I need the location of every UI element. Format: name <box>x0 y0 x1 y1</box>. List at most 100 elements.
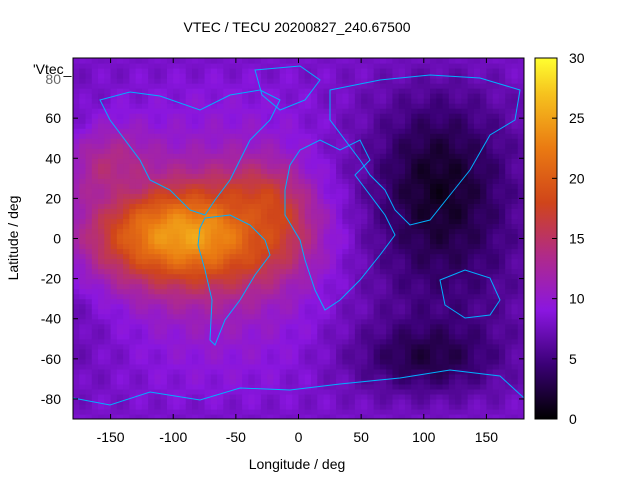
heatmap-cell <box>154 188 162 194</box>
heatmap-cell <box>436 373 444 380</box>
heatmap-cell <box>79 163 87 169</box>
heatmap-cell <box>248 213 256 220</box>
heatmap-cell <box>91 233 99 240</box>
heatmap-cell <box>367 103 375 109</box>
heatmap-cell <box>398 128 406 134</box>
heatmap-cell <box>229 88 237 94</box>
heatmap-cell <box>448 263 456 270</box>
heatmap-cell <box>173 313 181 320</box>
heatmap-cell <box>367 303 375 310</box>
heatmap-cell <box>473 398 481 405</box>
heatmap-cell <box>480 413 488 419</box>
heatmap-cell <box>467 308 475 315</box>
heatmap-cell <box>373 133 381 139</box>
heatmap-cell <box>254 413 262 419</box>
heatmap-cell <box>473 308 481 315</box>
heatmap-cell <box>348 243 356 250</box>
heatmap-cell <box>166 403 174 410</box>
heatmap-cell <box>217 303 224 310</box>
heatmap-cell <box>166 253 174 260</box>
heatmap-cell <box>486 243 494 250</box>
heatmap-cell <box>292 173 300 179</box>
heatmap-cell <box>361 318 368 325</box>
heatmap-cell <box>436 363 444 370</box>
heatmap-cell <box>260 153 268 159</box>
heatmap-cell <box>498 108 506 114</box>
heatmap-cell <box>267 258 275 265</box>
heatmap-cell <box>455 253 462 260</box>
heatmap-cell <box>73 123 80 129</box>
heatmap-cell <box>204 403 212 410</box>
heatmap-cell <box>473 263 481 270</box>
heatmap-cell <box>185 108 193 114</box>
heatmap-cell <box>361 193 368 199</box>
heatmap-cell <box>166 83 174 89</box>
heatmap-cell <box>398 88 406 94</box>
heatmap-cell <box>154 328 162 335</box>
heatmap-cell <box>123 278 130 285</box>
heatmap-cell <box>423 218 431 225</box>
heatmap-cell <box>430 263 437 270</box>
heatmap-cell <box>154 268 162 275</box>
heatmap-cell <box>185 308 193 315</box>
heatmap-cell <box>354 403 362 410</box>
heatmap-cell <box>304 323 312 330</box>
heatmap-cell <box>392 158 400 164</box>
heatmap-cell <box>166 188 174 194</box>
heatmap-cell <box>448 288 456 295</box>
heatmap-cell <box>292 218 300 225</box>
heatmap-cell <box>392 298 400 305</box>
heatmap-cell <box>285 318 293 325</box>
heatmap-cell <box>210 353 218 360</box>
heatmap-cell <box>198 118 206 124</box>
heatmap-cell <box>461 383 469 390</box>
heatmap-cell <box>455 98 462 104</box>
heatmap-cell <box>260 208 268 215</box>
heatmap-cell <box>448 333 456 340</box>
heatmap-cell <box>417 383 425 390</box>
heatmap-cell <box>430 143 437 149</box>
heatmap-cell <box>73 203 80 210</box>
heatmap-cell <box>498 343 506 350</box>
heatmap-cell <box>110 78 118 84</box>
heatmap-cell <box>273 68 281 74</box>
heatmap-cell <box>104 193 112 199</box>
heatmap-cell <box>267 358 275 365</box>
heatmap-cell <box>192 328 199 335</box>
heatmap-cell <box>116 128 124 134</box>
heatmap-cell <box>498 358 506 365</box>
heatmap-cell <box>342 203 350 210</box>
heatmap-cell <box>492 178 500 184</box>
heatmap-cell <box>505 413 513 419</box>
heatmap-cell <box>91 343 99 350</box>
heatmap-cell <box>229 143 237 149</box>
heatmap-cell <box>480 343 488 350</box>
heatmap-cell <box>154 213 162 220</box>
heatmap-cell <box>192 258 199 265</box>
heatmap-cell <box>361 58 368 64</box>
heatmap-cell <box>455 298 462 305</box>
heatmap-cell <box>492 338 500 345</box>
heatmap-cell <box>448 168 456 174</box>
heatmap-cell <box>505 363 513 370</box>
heatmap-cell <box>329 113 337 119</box>
heatmap-cell <box>210 393 218 400</box>
heatmap-cell <box>379 203 387 210</box>
heatmap-cell <box>417 153 425 159</box>
heatmap-cell <box>423 193 431 199</box>
heatmap-cell <box>179 128 187 134</box>
heatmap-cell <box>336 118 343 124</box>
heatmap-cell <box>217 388 224 395</box>
heatmap-cell <box>110 73 118 79</box>
heatmap-cell <box>461 393 469 400</box>
heatmap-cell <box>285 408 293 415</box>
heatmap-cell <box>210 193 218 199</box>
heatmap-cell <box>348 308 356 315</box>
heatmap-cell <box>455 328 462 335</box>
heatmap-cell <box>436 303 444 310</box>
heatmap-cell <box>373 233 381 240</box>
heatmap-cell <box>473 268 481 275</box>
heatmap-cell <box>411 363 419 370</box>
heatmap-cell <box>160 118 168 124</box>
heatmap-cell <box>179 388 187 395</box>
